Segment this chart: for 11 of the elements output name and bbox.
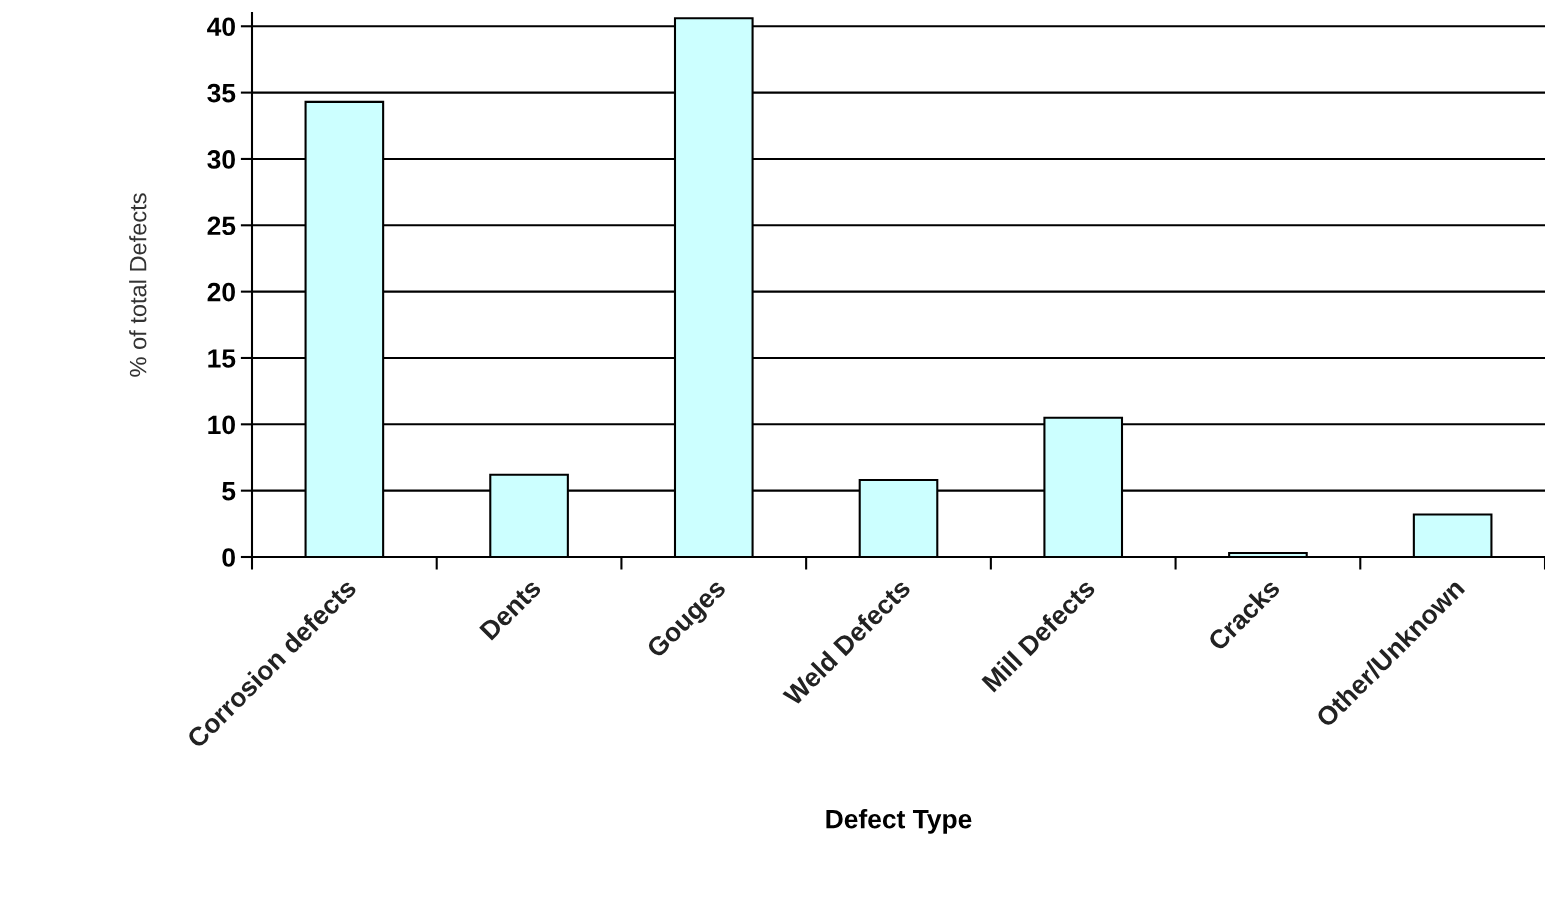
x-axis-title: Defect Type [826, 809, 972, 834]
y-tick-label: 0 [222, 548, 235, 567]
y-tick-label: 20 [207, 282, 235, 302]
y-tick-label: 25 [207, 216, 236, 236]
y-tick-label: 5 [222, 482, 236, 501]
y-axis-title: % of total Defects [129, 193, 147, 377]
y-tick-label: 30 [207, 150, 235, 169]
y-tick-label: 40 [207, 17, 235, 37]
y-tick-label: 35 [207, 83, 236, 103]
y-tick-label: 10 [208, 415, 235, 435]
y-tick-label: 15 [208, 349, 236, 368]
